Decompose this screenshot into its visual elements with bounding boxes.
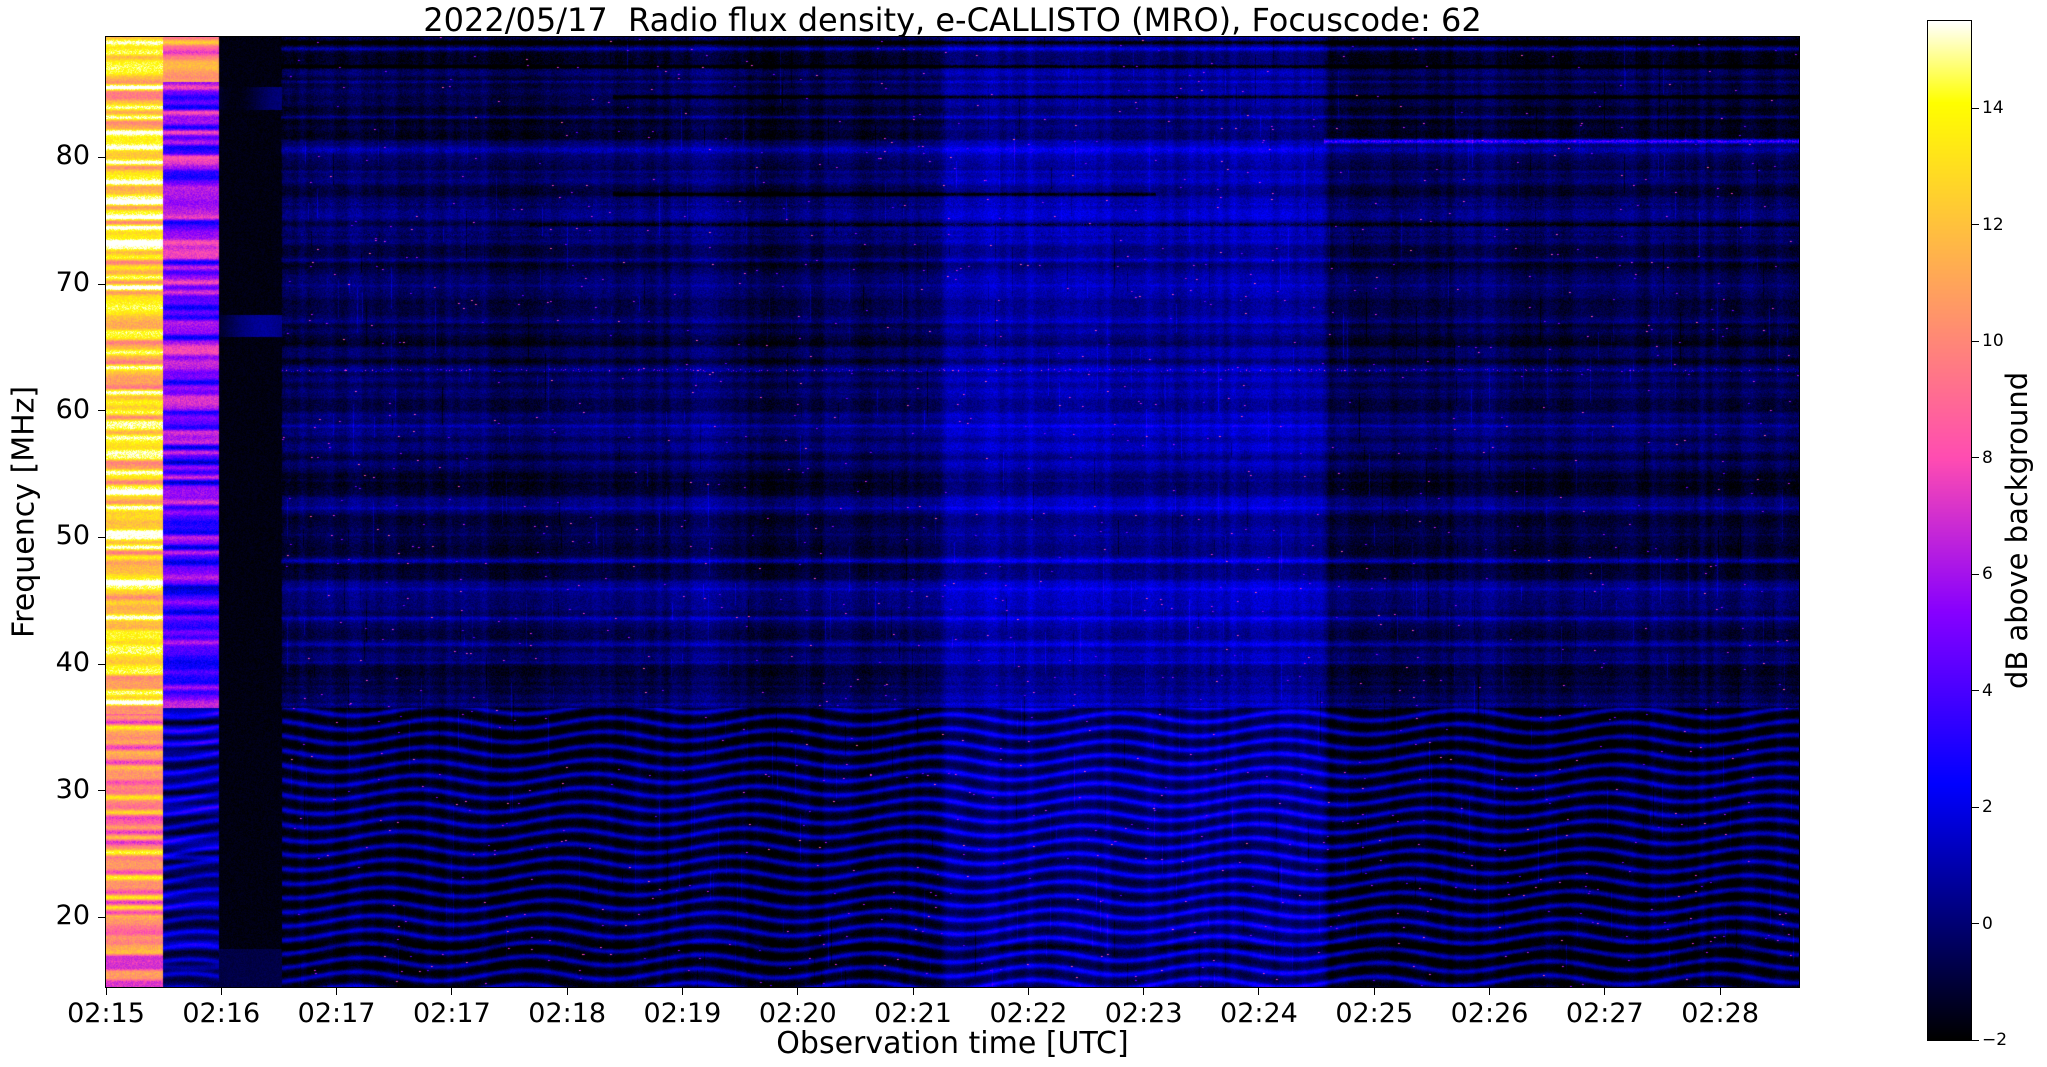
colorbar-tick-label: 6 [1982,564,1993,585]
y-tick-mark [98,156,106,158]
colorbar-tick-mark [1972,224,1979,226]
colorbar-tick-label: 2 [1982,797,1993,818]
y-tick-mark [98,283,106,285]
x-tick-mark [1258,987,1260,995]
y-tick-label: 70 [55,267,90,298]
y-tick-label: 20 [55,900,90,932]
x-tick-mark [220,987,222,995]
x-tick-mark [1719,987,1721,995]
x-tick-mark [912,987,914,995]
colorbar-tick-label: 14 [1982,98,2004,119]
x-tick-mark [797,987,799,995]
y-tick-label: 40 [55,647,90,678]
y-tick-mark [98,916,106,918]
y-tick-mark [98,536,106,538]
colorbar-tick-mark [1972,806,1979,808]
colorbar-tick-label: 4 [1982,680,1993,701]
x-tick-mark [1604,987,1606,995]
colorbar-tick-mark [1972,923,1979,925]
chart-title: 2022/05/17 Radio flux density, e-CALLIST… [423,1,1482,39]
colorbar-tick-label: 10 [1982,331,2004,352]
colorbar-label: dB above background [2000,371,2034,690]
x-tick-label: 02:17 [297,998,376,1029]
y-tick-label: 50 [55,520,90,552]
x-tick-mark [105,987,107,995]
y-tick-mark [98,410,106,412]
x-tick-label: 02:19 [643,998,722,1029]
x-tick-label: 02:23 [1104,998,1183,1029]
x-tick-label: 02:27 [1565,998,1644,1029]
colorbar-tick-mark [1972,1039,1979,1041]
x-tick-label: 02:28 [1681,998,1759,1029]
x-tick-label: 02:25 [1335,998,1414,1029]
x-tick-mark [1373,987,1375,995]
x-tick-mark [336,987,338,995]
x-tick-label: 02:22 [989,998,1068,1029]
colorbar-tick-mark [1972,107,1979,109]
colorbar-tick-mark [1972,573,1979,575]
x-tick-label: 02:24 [1220,998,1298,1029]
y-tick-label: 80 [55,140,90,172]
x-tick-mark [681,987,683,995]
x-tick-mark [1489,987,1491,995]
x-tick-label: 02:18 [528,998,607,1029]
y-axis-label: Frequency [MHz] [6,385,42,639]
x-tick-mark [1143,987,1145,995]
spectrogram-canvas [105,36,1800,988]
y-tick-mark [98,790,106,792]
y-tick-mark [98,663,106,665]
x-tick-mark [1027,987,1029,995]
x-tick-label: 02:15 [67,998,145,1029]
x-tick-mark [451,987,453,995]
x-tick-label: 02:17 [412,998,491,1029]
colorbar-tick-label: −2 [1982,1030,2008,1050]
x-tick-mark [566,987,568,995]
colorbar-tick-label: 8 [1982,447,1993,468]
y-tick-label: 30 [55,773,90,805]
x-tick-label: 02:20 [758,998,837,1029]
colorbar-tick-label: 0 [1982,913,1993,934]
x-tick-label: 02:21 [874,998,952,1029]
colorbar-tick-mark [1972,340,1979,342]
colorbar-tick-mark [1972,457,1979,459]
colorbar-canvas [1927,20,1972,1041]
colorbar-tick-mark [1972,690,1979,692]
x-axis-label: Observation time [UTC] [776,1026,1129,1061]
x-tick-label: 02:16 [182,998,261,1029]
y-tick-label: 60 [55,393,90,425]
colorbar-tick-label: 12 [1982,214,2004,235]
x-tick-label: 02:26 [1450,998,1529,1029]
